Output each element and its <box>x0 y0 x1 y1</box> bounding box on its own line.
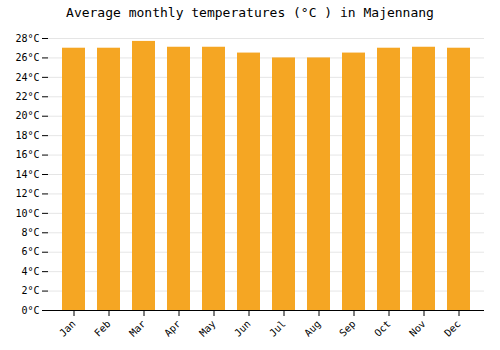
svg-text:0°C: 0°C <box>21 305 39 316</box>
svg-text:24°C: 24°C <box>15 72 39 83</box>
svg-text:Dec: Dec <box>442 318 463 339</box>
svg-text:26°C: 26°C <box>15 52 39 63</box>
svg-text:Jul: Jul <box>267 318 288 339</box>
svg-text:6°C: 6°C <box>21 246 39 257</box>
svg-text:18°C: 18°C <box>15 130 39 141</box>
html-text:Average monthly temperatures (: Average monthly temperatures (°C ) in Ma… <box>66 5 434 20</box>
svg-text:Nov: Nov <box>407 318 428 339</box>
svg-text:12°C: 12°C <box>15 188 39 199</box>
svg-text:Jan: Jan <box>57 318 78 339</box>
svg-text:Jun: Jun <box>232 318 253 339</box>
svg-text:Apr: Apr <box>162 318 183 339</box>
svg-text:Aug: Aug <box>302 318 323 339</box>
svg-text:8°C: 8°C <box>21 227 39 238</box>
svg-text:Mar: Mar <box>127 318 148 339</box>
svg-text:2°C: 2°C <box>21 285 39 296</box>
svg-text:Oct: Oct <box>372 318 393 339</box>
svg-text:Feb: Feb <box>92 318 113 339</box>
svg-text:20°C: 20°C <box>15 110 39 121</box>
svg-text:22°C: 22°C <box>15 91 39 102</box>
svg-text:4°C: 4°C <box>21 266 39 277</box>
svg-text:16°C: 16°C <box>15 149 39 160</box>
svg-text:10°C: 10°C <box>15 208 39 219</box>
svg-text:Sep: Sep <box>337 318 358 339</box>
svg-text:14°C: 14°C <box>15 169 39 180</box>
svg-text:May: May <box>197 318 218 339</box>
svg-text:28°C: 28°C <box>15 33 39 44</box>
